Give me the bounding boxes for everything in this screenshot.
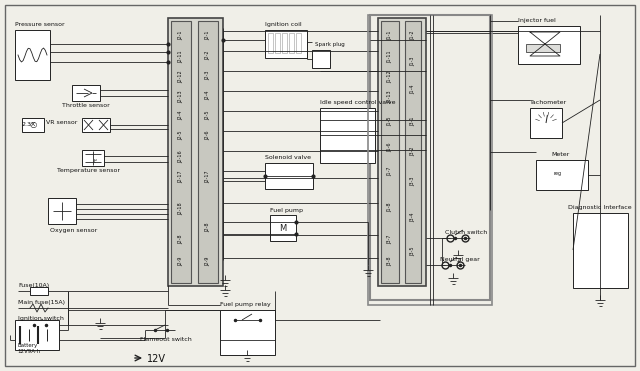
Bar [536, 160, 588, 190]
Bar [289, 33, 294, 53]
Text: J1-1: J1-1 [387, 30, 392, 39]
Text: reg: reg [553, 171, 561, 176]
Text: J2-5: J2-5 [179, 130, 184, 139]
Text: 2.3X: 2.3X [22, 122, 36, 127]
Text: t°: t° [93, 159, 99, 164]
Bar [15, 30, 50, 80]
Text: VR sensor: VR sensor [46, 120, 77, 125]
Text: J1-4: J1-4 [410, 84, 415, 93]
Bar [168, 18, 223, 286]
Bar [72, 85, 100, 101]
Text: J2-6: J2-6 [205, 130, 211, 139]
Text: Pressure sensor: Pressure sensor [15, 22, 65, 27]
Text: Tachometer: Tachometer [530, 100, 567, 105]
Bar [22, 118, 44, 132]
Text: Clutch switch: Clutch switch [445, 230, 487, 235]
Text: Flameout switch: Flameout switch [140, 337, 192, 342]
Bar [275, 33, 280, 53]
Text: J3-4: J3-4 [410, 212, 415, 221]
Text: J1-8: J1-8 [387, 202, 392, 211]
Bar [320, 108, 375, 163]
Text: J2-2: J2-2 [205, 50, 211, 59]
Bar [296, 33, 301, 53]
Text: J1-5: J1-5 [387, 117, 392, 127]
Bar [265, 30, 307, 58]
Text: J2-17: J2-17 [205, 170, 211, 183]
Text: J2-18: J2-18 [179, 202, 184, 215]
Text: Idle speed control valve: Idle speed control valve [320, 100, 396, 105]
Text: J2-11: J2-11 [179, 50, 184, 63]
Text: J2-17: J2-17 [179, 170, 184, 183]
Text: Oxygen sensor: Oxygen sensor [50, 228, 97, 233]
Text: J1-13: J1-13 [387, 90, 392, 103]
Text: Fuel pump: Fuel pump [270, 208, 303, 213]
Text: Injector fuel: Injector fuel [518, 18, 556, 23]
Text: J3-5: J3-5 [410, 247, 415, 256]
Text: J2-4: J2-4 [179, 110, 184, 119]
Text: J2-8: J2-8 [179, 234, 184, 243]
Text: J1-12: J1-12 [387, 70, 392, 83]
Text: M: M [279, 224, 286, 233]
Text: J2-16: J2-16 [179, 150, 184, 162]
Bar [405, 21, 421, 283]
Text: J2-4: J2-4 [205, 90, 211, 99]
Bar [282, 33, 287, 53]
Bar [270, 215, 296, 241]
Text: Neutral gear: Neutral gear [440, 257, 480, 262]
Text: J2-1: J2-1 [179, 30, 184, 39]
Text: J3-3: J3-3 [410, 177, 415, 187]
Bar [530, 108, 562, 138]
Bar [220, 310, 275, 355]
Text: Ignition coil: Ignition coil [265, 22, 301, 27]
Bar [381, 21, 399, 283]
Bar [448, 228, 476, 250]
Text: ○: ○ [29, 121, 36, 129]
Text: J2-8: J2-8 [205, 222, 211, 232]
Text: J2-3: J2-3 [205, 70, 211, 79]
Text: J3-1: J3-1 [410, 117, 415, 127]
Text: J2-1: J2-1 [205, 30, 211, 39]
Bar [15, 320, 59, 350]
Text: J1-11: J1-11 [387, 50, 392, 63]
Bar [48, 198, 76, 224]
Text: 12V: 12V [147, 354, 166, 364]
Text: J1-2: J1-2 [410, 30, 415, 39]
Text: J1-6: J1-6 [387, 142, 392, 151]
Text: J2-9: J2-9 [205, 257, 211, 266]
Text: J3-7: J3-7 [387, 234, 392, 243]
Text: Meter: Meter [551, 152, 569, 157]
Text: Fuel pump relay: Fuel pump relay [220, 302, 271, 307]
Bar [526, 44, 560, 52]
Text: J1-3: J1-3 [410, 57, 415, 66]
Bar [171, 21, 191, 283]
Text: Spark plug: Spark plug [315, 42, 345, 47]
Text: Solenoid valve: Solenoid valve [265, 155, 311, 160]
Text: Temperature sensor: Temperature sensor [57, 168, 120, 173]
Text: Ignition switch: Ignition switch [18, 316, 64, 321]
Bar [573, 213, 628, 288]
Bar [370, 15, 490, 300]
Bar [82, 118, 110, 132]
Text: J3-8: J3-8 [387, 257, 392, 266]
Text: Battery
12V9A·h: Battery 12V9A·h [17, 343, 40, 354]
Text: Throttle sensor: Throttle sensor [62, 103, 109, 108]
Bar [312, 50, 330, 68]
Text: J2-13: J2-13 [179, 90, 184, 103]
Text: Fuse(10A): Fuse(10A) [18, 283, 49, 288]
Text: Diagnostic Interface: Diagnostic Interface [568, 205, 632, 210]
Bar [368, 15, 492, 305]
Text: J1-7: J1-7 [387, 167, 392, 177]
Bar [518, 26, 580, 64]
Text: Main fuse(15A): Main fuse(15A) [18, 300, 65, 305]
Text: J2-5: J2-5 [205, 110, 211, 119]
Bar [82, 150, 104, 166]
Bar [378, 18, 426, 286]
Bar [268, 33, 273, 53]
Bar [198, 21, 218, 283]
Bar [265, 163, 313, 189]
Text: J2-9: J2-9 [179, 257, 184, 266]
Text: J2-12: J2-12 [179, 70, 184, 83]
Text: J3-2: J3-2 [410, 147, 415, 157]
Bar [30, 287, 48, 295]
